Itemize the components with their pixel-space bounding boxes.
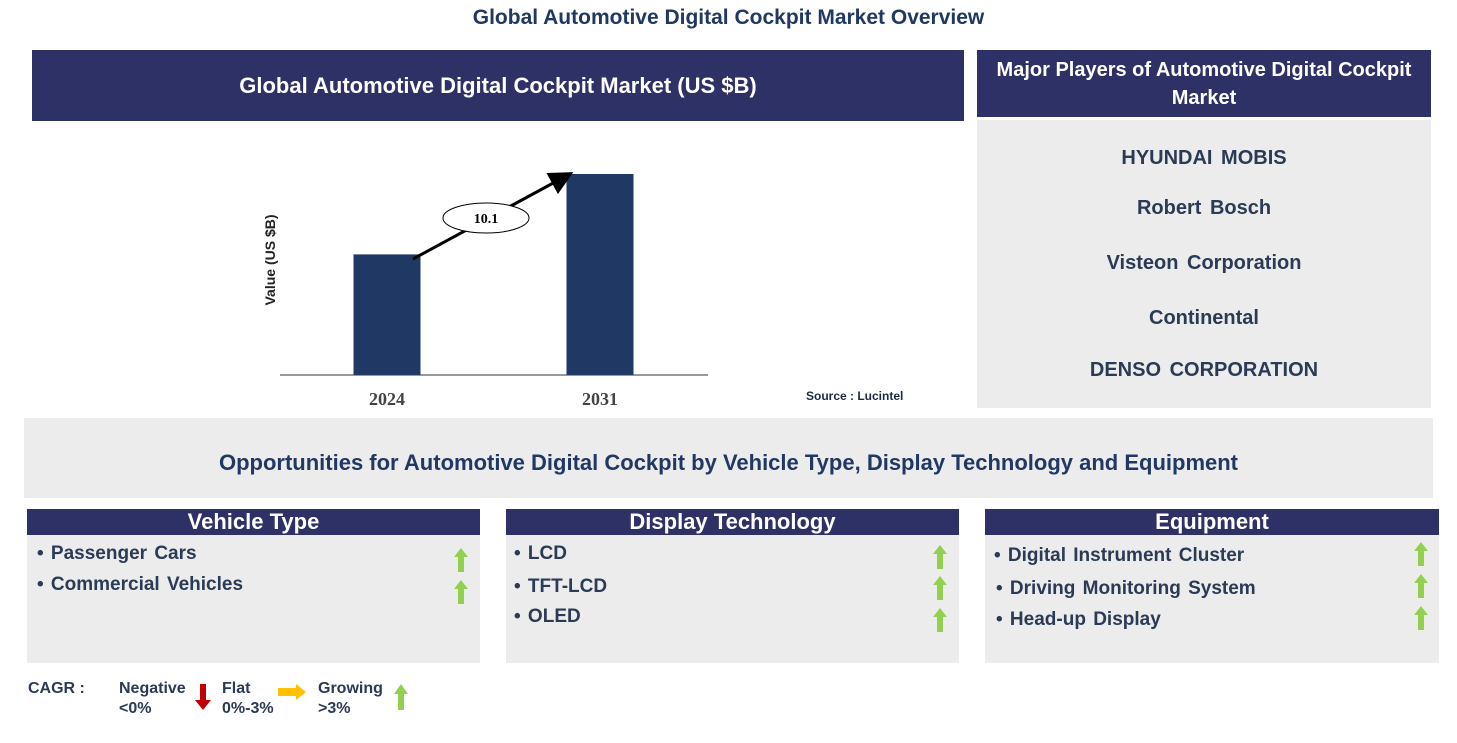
legend-label: CAGR :: [28, 680, 85, 697]
bar-chart: Value (US $B) 2024 2031 10.1 Source : Luc…: [262, 172, 903, 409]
player: HYUNDAI MOBIS: [1121, 147, 1287, 169]
growth-up-arrow-icon: [1414, 574, 1428, 603]
segment-item: • OLED: [514, 606, 581, 627]
segment-header: Equipment: [985, 509, 1439, 535]
players-list: HYUNDAI MOBIS Robert Bosch Visteon Corpo…: [977, 120, 1431, 408]
legend-growing-label: Growing: [318, 680, 383, 697]
legend-growing: Growing >3%: [318, 679, 383, 719]
x-tick-label: 2031: [582, 389, 618, 409]
growth-up-arrow-icon: [454, 580, 468, 609]
segment-header: Display Technology: [506, 509, 959, 535]
legend-negative-label: Negative: [119, 680, 186, 697]
chart-header: Global Automotive Digital Cockpit Market…: [32, 50, 964, 121]
legend-flat: Flat 0%-3%: [222, 679, 274, 719]
growth-up-arrow-icon: [933, 576, 947, 605]
right-arrow-icon: [278, 684, 306, 700]
opportunities-banner: Opportunities for Automotive Digital Coc…: [24, 418, 1433, 498]
legend-flat-range: 0%-3%: [222, 700, 274, 717]
cagr-annotation: 10.1: [474, 212, 499, 227]
growth-up-arrow-icon: [1414, 606, 1428, 635]
y-axis-label: Value (US $B): [262, 214, 278, 305]
player: Continental: [1149, 307, 1259, 329]
segment-item: • Driving Monitoring System: [996, 578, 1256, 599]
segment-box: • Digital Instrument Cluster • Driving M…: [985, 535, 1439, 663]
segment-box: • Passenger Cars • Commercial Vehicles: [27, 535, 480, 663]
legend-negative-range: <0%: [119, 700, 152, 717]
segment-item: • TFT-LCD: [514, 576, 608, 597]
segment-item: • Head-up Display: [996, 609, 1161, 630]
bar-2024: [353, 254, 421, 375]
players-header: Major Players of Automotive Digital Cock…: [977, 50, 1431, 117]
segment-item: • Commercial Vehicles: [37, 574, 244, 595]
player: DENSO CORPORATION: [1089, 359, 1319, 381]
segment-item: • LCD: [514, 543, 567, 564]
up-arrow-icon: [394, 684, 408, 710]
player: Visteon Corporation: [1106, 252, 1302, 274]
legend-growing-range: >3%: [318, 700, 351, 717]
legend-flat-label: Flat: [222, 680, 251, 697]
segment-item: • Passenger Cars: [37, 543, 197, 564]
growth-up-arrow-icon: [933, 608, 947, 637]
legend-negative: Negative <0%: [119, 679, 186, 719]
source-label: Source : Lucintel: [806, 389, 903, 403]
bar-2031: [566, 174, 634, 375]
segment-item: • Digital Instrument Cluster: [994, 545, 1245, 566]
player: Robert Bosch: [1136, 197, 1272, 219]
segment-header: Vehicle Type: [27, 509, 480, 535]
down-arrow-icon: [195, 684, 211, 710]
cagr-ellipse: [442, 202, 530, 234]
x-tick-label: 2024: [369, 389, 405, 409]
page-title: Global Automotive Digital Cockpit Market…: [472, 6, 985, 29]
growth-up-arrow-icon: [454, 548, 468, 577]
growth-up-arrow-icon: [933, 545, 947, 574]
segment-box: • LCD • TFT-LCD • OLED: [506, 535, 959, 663]
growth-up-arrow-icon: [1414, 542, 1428, 571]
